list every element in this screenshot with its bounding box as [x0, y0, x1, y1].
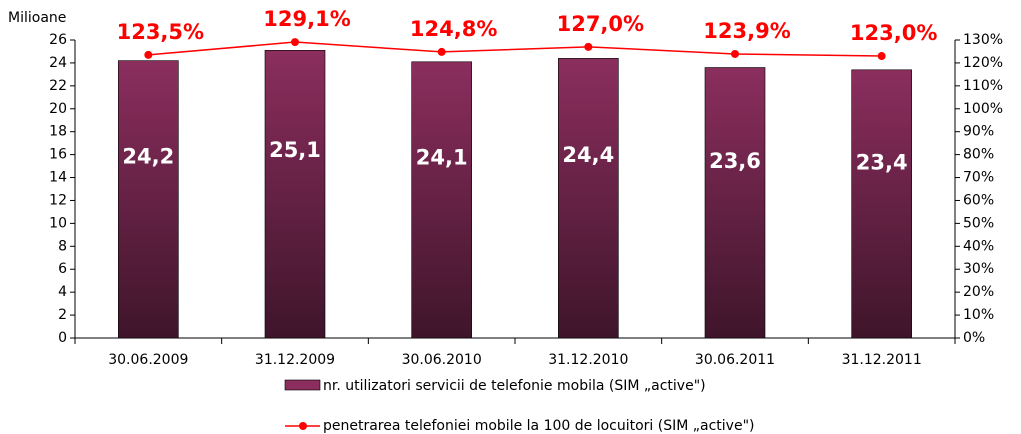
- line-point: [291, 38, 299, 47]
- y-tick-label: 8: [58, 238, 67, 254]
- legend-label: penetrarea telefoniei mobile la 100 de l…: [323, 418, 754, 434]
- bar: [118, 60, 179, 339]
- y-axis-label: Milioane: [8, 10, 66, 26]
- bar: [558, 58, 619, 339]
- x-tick-label: 30.06.2011: [695, 352, 775, 368]
- bar: [704, 67, 766, 339]
- y-tick-label: 2: [58, 307, 67, 323]
- bar: [851, 69, 912, 339]
- y-tick-label: 18: [49, 124, 67, 140]
- y2-tick-label: 130%: [963, 32, 1003, 48]
- y2-tick-label: 40%: [963, 238, 994, 254]
- x-tick-label: 30.06.2009: [108, 352, 188, 368]
- legend-label: nr. utilizatori servicii de telefonie mo…: [323, 378, 706, 394]
- y2-tick-label: 120%: [963, 55, 1003, 71]
- line-value-label: 123,5%: [117, 20, 204, 44]
- bar: [264, 50, 326, 339]
- y-tick-label: 4: [58, 284, 67, 300]
- bar-value-label: 23,6: [709, 149, 761, 173]
- y-tick-label: 6: [58, 261, 67, 277]
- x-tick-label: 31.12.2010: [548, 352, 628, 368]
- y2-tick-label: 10%: [963, 307, 994, 323]
- y2-tick-label: 100%: [963, 101, 1003, 117]
- line-point: [584, 42, 593, 51]
- y-tick-label: 10: [49, 215, 67, 231]
- y-tick-label: 12: [49, 192, 67, 208]
- y2-tick-label: 110%: [963, 78, 1003, 94]
- line-point: [731, 49, 739, 58]
- y-tick-label: 20: [49, 101, 67, 117]
- y-tick-label: 22: [49, 78, 67, 94]
- y-tick-label: 16: [49, 147, 67, 163]
- y2-tick-label: 70%: [963, 170, 994, 186]
- y2-tick-label: 50%: [963, 215, 994, 231]
- line-value-label: 124,8%: [410, 17, 497, 41]
- bar-value-label: 23,4: [856, 151, 908, 175]
- legend-swatch: [284, 379, 321, 391]
- bar-value-label: 25,1: [269, 138, 321, 162]
- line-value-label: 127,0%: [557, 12, 644, 36]
- y-tick-label: 0: [58, 330, 67, 346]
- bar: [411, 61, 472, 339]
- y-tick-label: 14: [49, 170, 67, 186]
- y2-tick-label: 80%: [963, 147, 994, 163]
- y2-tick-label: 90%: [963, 124, 994, 140]
- line-point: [877, 52, 886, 61]
- line-point: [437, 47, 446, 56]
- x-tick-label: 31.12.2011: [842, 352, 922, 368]
- line-point: [144, 50, 153, 59]
- legend-marker: [299, 422, 307, 430]
- line-value-label: 123,9%: [703, 19, 790, 43]
- y2-tick-label: 30%: [963, 261, 994, 277]
- y2-tick-label: 20%: [963, 284, 994, 300]
- line-value-label: 123,0%: [850, 21, 937, 45]
- line: [148, 41, 882, 57]
- y-tick-label: 26: [49, 32, 67, 48]
- bar-value-label: 24,4: [562, 143, 614, 167]
- y2-tick-label: 0%: [963, 330, 985, 346]
- x-tick-label: 31.12.2009: [255, 352, 335, 368]
- y-tick-label: 24: [49, 55, 67, 71]
- x-tick-label: 30.06.2010: [402, 352, 482, 368]
- bar-value-label: 24,2: [122, 145, 174, 169]
- y2-tick-label: 60%: [963, 192, 994, 208]
- bar-value-label: 24,1: [416, 145, 468, 169]
- line-value-label: 129,1%: [263, 7, 350, 31]
